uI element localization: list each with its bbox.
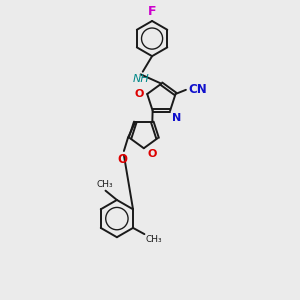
- Text: F: F: [148, 5, 156, 18]
- Text: O: O: [135, 89, 144, 99]
- Text: N: N: [172, 113, 182, 123]
- Text: O: O: [118, 153, 128, 166]
- Text: CN: CN: [188, 83, 207, 96]
- Text: CH₃: CH₃: [96, 180, 113, 189]
- Text: CH₃: CH₃: [146, 235, 162, 244]
- Text: NH: NH: [132, 74, 149, 84]
- Text: O: O: [148, 149, 157, 159]
